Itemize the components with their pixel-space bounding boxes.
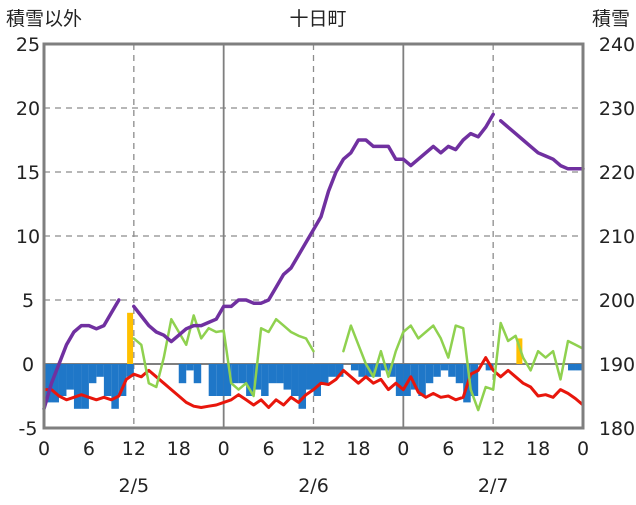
precip-bar bbox=[291, 364, 299, 396]
precip-bar bbox=[238, 364, 247, 384]
precip-bar bbox=[103, 364, 112, 396]
y-tick-left: 5 bbox=[22, 290, 34, 312]
x-tick: 6 bbox=[83, 438, 95, 460]
precip-bar bbox=[448, 364, 456, 377]
x-tick: 12 bbox=[301, 438, 325, 460]
y-tick-right: 220 bbox=[599, 162, 635, 184]
precip-bar bbox=[223, 364, 232, 396]
precip-bar bbox=[410, 364, 419, 390]
series-line bbox=[132, 314, 585, 412]
series-line bbox=[42, 356, 585, 409]
line-layer bbox=[42, 112, 585, 412]
y-tick-left: -5 bbox=[19, 418, 38, 440]
precip-bar bbox=[575, 364, 583, 371]
precip-bar bbox=[298, 364, 307, 409]
x-tick: 12 bbox=[122, 438, 146, 460]
x-tick: 18 bbox=[346, 438, 370, 460]
y-tick-left: 0 bbox=[22, 354, 34, 376]
series-line bbox=[42, 112, 585, 411]
y-tick-right: 230 bbox=[599, 98, 635, 120]
precip-bar bbox=[231, 364, 239, 384]
precip-bar bbox=[66, 364, 74, 390]
y-tick-right: 190 bbox=[599, 354, 635, 376]
precip-bar bbox=[126, 364, 134, 377]
precip-bar bbox=[313, 364, 321, 396]
x-tick: 12 bbox=[481, 438, 505, 460]
y-tick-right: 200 bbox=[599, 290, 635, 312]
precip-bar bbox=[470, 364, 479, 396]
date-label: 2/7 bbox=[478, 475, 509, 497]
precip-bar bbox=[208, 364, 217, 396]
y-tick-left: 25 bbox=[16, 34, 40, 56]
snowfall-bar bbox=[127, 312, 134, 364]
x-tick: 6 bbox=[263, 438, 275, 460]
precip-bar bbox=[403, 364, 411, 396]
x-tick: 0 bbox=[218, 438, 230, 460]
date-label: 2/5 bbox=[119, 475, 150, 497]
snowfall-bar bbox=[516, 338, 523, 364]
precip-bar bbox=[246, 364, 254, 396]
y-tick-left: 20 bbox=[16, 98, 40, 120]
precip-bar bbox=[335, 364, 344, 377]
precip-bar bbox=[568, 364, 576, 371]
precip-bar bbox=[193, 364, 202, 384]
precip-bar bbox=[425, 364, 434, 384]
chart-title: 十日町 bbox=[289, 8, 346, 30]
precip-bar bbox=[261, 364, 269, 396]
left-axis-title: 積雪以外 bbox=[6, 8, 82, 30]
precip-bar bbox=[388, 364, 396, 377]
precip-bar bbox=[186, 364, 194, 371]
precip-bar bbox=[395, 364, 404, 396]
precip-bar bbox=[178, 364, 187, 384]
precip-bar bbox=[440, 364, 449, 371]
y-tick-right: 210 bbox=[599, 226, 635, 248]
precip-bar bbox=[51, 364, 59, 403]
precip-bar bbox=[96, 364, 104, 377]
bar-layer bbox=[44, 312, 583, 409]
precip-bar bbox=[306, 364, 314, 390]
precip-bar bbox=[358, 364, 366, 377]
precip-bar bbox=[485, 364, 494, 371]
right-axis-title: 積雪 bbox=[592, 8, 630, 30]
x-tick: 0 bbox=[38, 438, 50, 460]
precip-bar bbox=[58, 364, 67, 396]
precip-bar bbox=[88, 364, 97, 384]
x-tick: 18 bbox=[526, 438, 550, 460]
precip-bar bbox=[253, 364, 262, 390]
y-tick-left: 15 bbox=[16, 162, 40, 184]
precip-bar bbox=[44, 364, 52, 403]
precip-bar bbox=[320, 364, 329, 384]
x-tick: 0 bbox=[577, 438, 589, 460]
date-label: 2/6 bbox=[298, 475, 329, 497]
precip-bar bbox=[433, 364, 441, 377]
x-tick: 6 bbox=[442, 438, 454, 460]
precip-bar bbox=[216, 364, 224, 396]
x-tick: 18 bbox=[167, 438, 191, 460]
precip-bar bbox=[455, 364, 464, 384]
y-tick-left: 10 bbox=[16, 226, 40, 248]
precip-bar bbox=[373, 364, 381, 377]
y-tick-right: 240 bbox=[599, 34, 635, 56]
precip-bar bbox=[283, 364, 292, 390]
precip-bar bbox=[81, 364, 89, 409]
precip-bar bbox=[118, 364, 127, 396]
x-tick: 0 bbox=[397, 438, 409, 460]
plot-frame bbox=[42, 42, 585, 430]
y-tick-right: 180 bbox=[599, 418, 635, 440]
precip-bar bbox=[350, 364, 359, 371]
precip-bar bbox=[418, 364, 426, 396]
precip-bar bbox=[268, 364, 277, 384]
precip-bar bbox=[111, 364, 119, 409]
precip-bar bbox=[328, 364, 336, 377]
precip-bar bbox=[73, 364, 82, 409]
precip-bar bbox=[276, 364, 284, 384]
